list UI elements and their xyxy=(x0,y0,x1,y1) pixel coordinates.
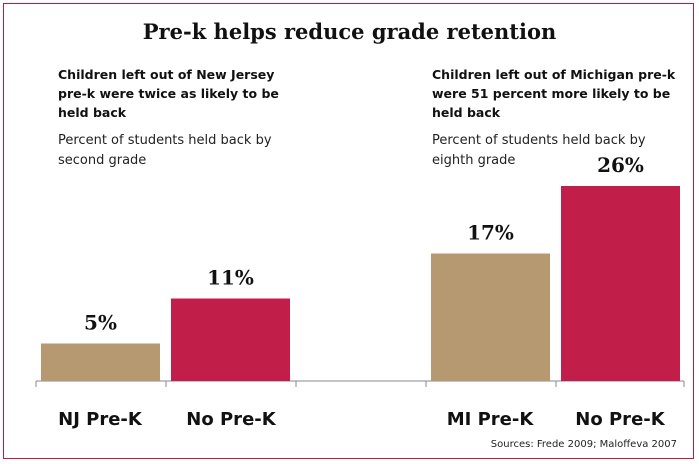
category-label-3: MI Pre-K xyxy=(447,409,535,430)
bar-value-label-3: 17% xyxy=(467,221,514,245)
category-label-4: No Pre-K xyxy=(575,409,665,430)
bar-1 xyxy=(41,343,160,381)
bar-value-label-2: 11% xyxy=(207,266,254,290)
category-label-2: No Pre-K xyxy=(186,409,276,430)
sources-note: Sources: Frede 2009; Maloffeva 2007 xyxy=(490,439,677,450)
bar-3 xyxy=(431,253,550,381)
bar-value-label-1: 5% xyxy=(84,311,117,335)
category-label-1: NJ Pre-K xyxy=(58,409,143,430)
mi-panel-headline: Children left out of Michigan pre-k were… xyxy=(432,67,676,120)
nj-panel-subtitle: Percent of students held back by second … xyxy=(58,133,272,168)
chart-title: Pre-k helps reduce grade retention xyxy=(142,19,557,44)
bar-value-label-4: 26% xyxy=(597,153,644,177)
bar-4 xyxy=(561,186,680,381)
bar-2 xyxy=(171,298,290,381)
nj-panel-headline: Children left out of New Jersey pre-k we… xyxy=(58,67,279,120)
mi-panel-subtitle: Percent of students held back by eighth … xyxy=(432,133,646,168)
